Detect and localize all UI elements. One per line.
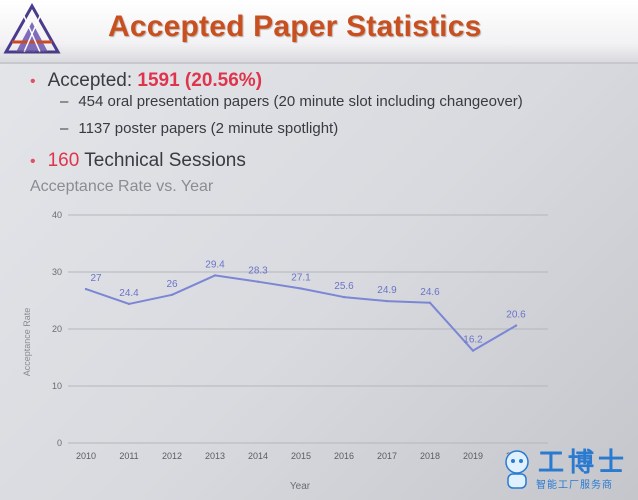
- data-point: [127, 302, 131, 306]
- y-tick-label: 40: [52, 210, 62, 220]
- x-tick-label: 2011: [119, 451, 138, 461]
- data-label: 25.6: [334, 281, 354, 292]
- data-point: [170, 293, 174, 296]
- x-tick-label: 2017: [377, 451, 397, 461]
- data-point: [428, 301, 432, 304]
- data-label: 20.6: [506, 310, 526, 321]
- data-point: [299, 287, 303, 290]
- y-axis-label: Acceptance Rate: [22, 308, 32, 377]
- data-label: 27: [90, 273, 102, 284]
- x-tick-label: 2015: [291, 451, 311, 461]
- sessions-count: 160: [47, 150, 80, 171]
- data-label: 24.9: [377, 285, 397, 296]
- x-tick-label: 2010: [76, 451, 96, 461]
- watermark-text: 工博士: [538, 448, 629, 478]
- data-point: [342, 295, 346, 299]
- data-label: 27.1: [291, 273, 311, 284]
- sub-bullet-oral: –454 oral presentation papers (20 minute…: [60, 93, 523, 110]
- accepted-value: 1591 (20.56%): [137, 70, 263, 91]
- sub-bullet-text: 454 oral presentation papers (20 minute …: [78, 93, 523, 110]
- x-tick-label: 2014: [248, 451, 268, 461]
- data-label: 26: [166, 279, 178, 290]
- data-point: [256, 280, 260, 283]
- data-label: 16.2: [463, 335, 483, 346]
- bullet-dot-icon: •: [30, 73, 36, 90]
- watermark: 工博士 智能工厂服务商: [500, 440, 638, 500]
- x-tick-label: 2013: [205, 451, 225, 461]
- data-point: [213, 274, 217, 277]
- logo-caption: IEEE ICC New York: [16, 49, 52, 54]
- x-tick-label: 2012: [162, 451, 182, 461]
- y-tick-label: 0: [57, 438, 62, 448]
- data-point: [514, 324, 518, 327]
- title-bar: IEEE ICC New York Accepted Paper Statist…: [0, 0, 638, 64]
- y-tick-label: 20: [52, 324, 62, 334]
- data-point: [84, 287, 88, 291]
- chart-title: Acceptance Rate vs. Year: [30, 178, 214, 195]
- dash-icon: –: [60, 120, 69, 137]
- x-tick-label: 2016: [334, 451, 354, 461]
- accepted-label: Accepted:: [47, 70, 133, 91]
- data-label: 28.3: [248, 266, 268, 277]
- bullet-accepted: • Accepted: 1591 (20.56%): [30, 70, 262, 92]
- watermark-subtext: 智能工厂服务商: [536, 480, 613, 491]
- y-tick-label: 30: [52, 267, 62, 277]
- data-label: 29.4: [205, 259, 225, 270]
- data-point: [471, 349, 475, 352]
- series-line: [85, 274, 517, 352]
- x-axis-label: Year: [290, 481, 311, 492]
- dash-icon: –: [60, 93, 69, 110]
- sessions-label: Technical Sessions: [84, 150, 246, 171]
- mascot-icon: [505, 450, 529, 489]
- sub-bullet-text: 1137 poster papers (2 minute spotlight): [78, 120, 339, 137]
- sub-bullet-poster: –1137 poster papers (2 minute spotlight): [60, 120, 338, 137]
- bullet-dot-icon: •: [30, 153, 36, 170]
- data-point: [385, 299, 389, 303]
- data-label: 24.6: [420, 287, 440, 298]
- bullet-sessions: • 160 Technical Sessions: [30, 150, 246, 172]
- x-tick-label: 2019: [463, 451, 483, 461]
- y-tick-label: 10: [52, 381, 62, 391]
- conference-logo-icon: [3, 2, 61, 54]
- x-tick-label: 2018: [420, 451, 440, 461]
- slide-title: Accepted Paper Statistics: [108, 10, 482, 43]
- data-label: 24.4: [119, 288, 139, 299]
